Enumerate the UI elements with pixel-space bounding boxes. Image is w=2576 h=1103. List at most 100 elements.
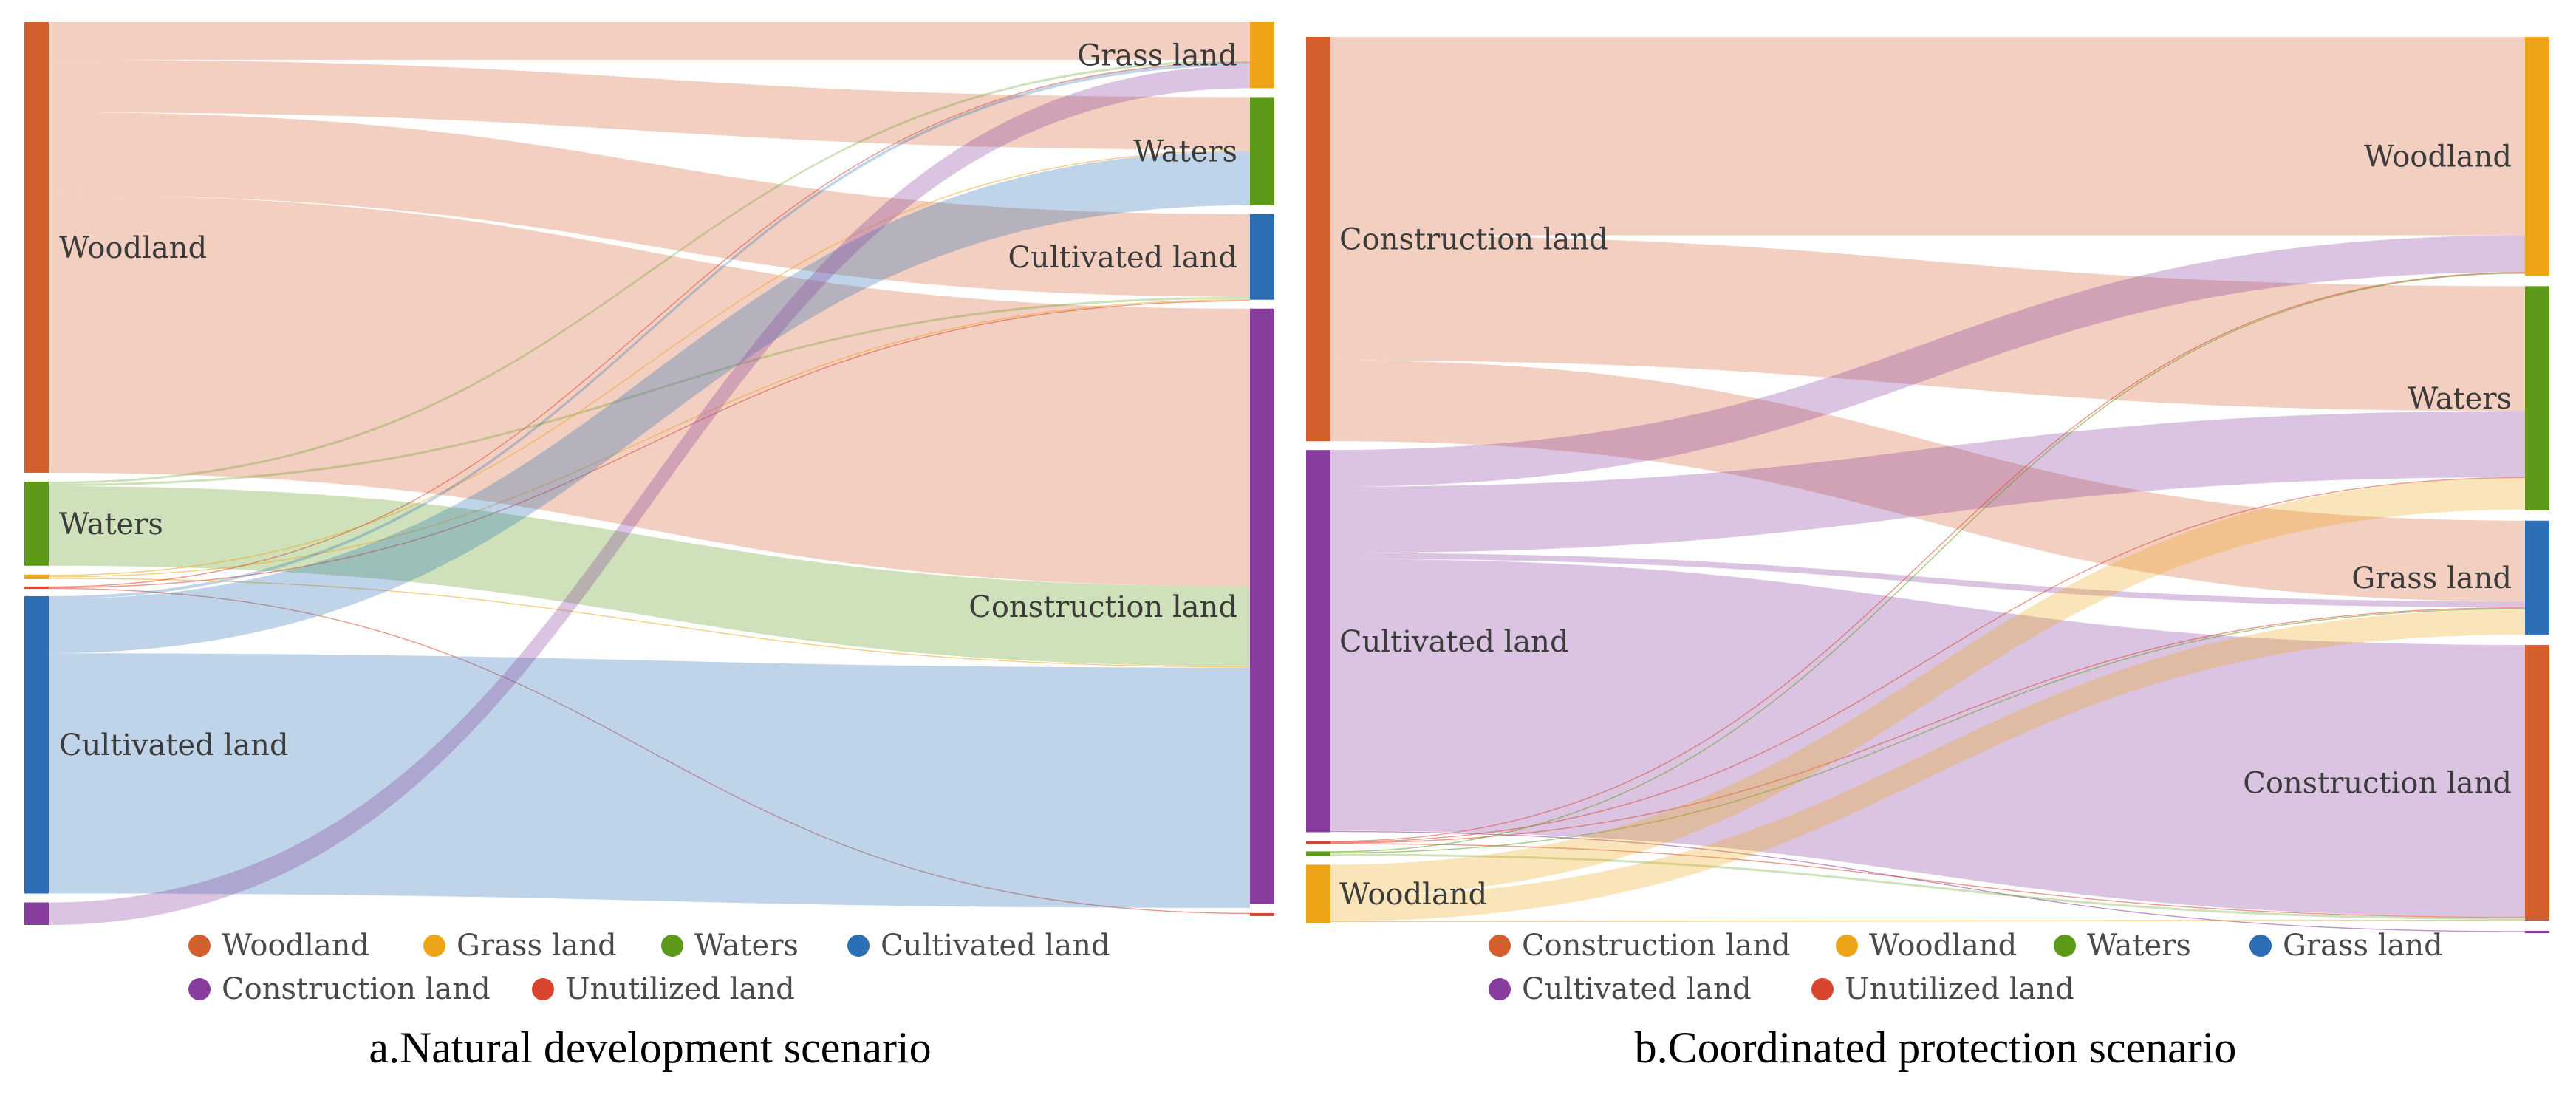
panel-a-legend: Woodland Grass land Waters Cultivated land C…	[188, 929, 1110, 1006]
flow-u-to-w	[1330, 272, 2526, 842]
left-node-label-woodland: Woodland	[1339, 878, 1487, 912]
flow-w-to-c	[49, 112, 1250, 297]
flow-a-to-c	[49, 296, 1250, 487]
left-node-label-waters: Waters	[59, 508, 163, 542]
left-node-a	[24, 481, 49, 566]
legend-label: Construction land	[222, 972, 491, 1006]
right-node-label-grass-land: Grass land	[2351, 561, 2512, 595]
legend-swatch	[1836, 935, 1858, 957]
legend-swatch	[2249, 935, 2272, 957]
right-node-label-construction-land: Construction land	[2243, 766, 2512, 800]
right-node-a	[1250, 97, 1274, 205]
panel-b-nodes	[1306, 37, 2549, 934]
right-node-w	[2525, 37, 2549, 276]
flow-u-to-g	[1330, 607, 2526, 844]
flow-u-to-u	[48, 587, 1251, 915]
legend-label: Woodland	[222, 929, 369, 963]
legend-item-woodland: Woodland	[1836, 929, 2017, 963]
panel-a-node-labels: Woodland Waters Cultivated land Grass land W…	[59, 39, 1237, 762]
flow-k-to-a	[1330, 235, 2525, 412]
right-node-label-cultivated-land: Cultivated land	[1008, 241, 1237, 275]
right-node-label-waters: Waters	[2408, 382, 2512, 416]
left-node-k	[24, 902, 49, 925]
flow-w-to-k	[1330, 919, 2526, 923]
legend-swatch	[423, 935, 445, 957]
legend-label: Waters	[2087, 929, 2191, 963]
left-node-g	[24, 574, 49, 579]
flow-a-to-k	[1330, 853, 2525, 921]
flow-g-to-k	[48, 578, 1251, 668]
right-node-k	[1250, 308, 1274, 904]
left-node-a	[1306, 851, 1330, 856]
left-node-w	[24, 22, 49, 473]
left-node-label-construction-land: Construction land	[1339, 223, 1608, 257]
legend-swatch	[188, 935, 211, 957]
flow-u-to-k	[1330, 843, 2526, 918]
legend-label: Waters	[694, 929, 799, 963]
right-node-c	[1250, 214, 1274, 300]
legend-item-waters: Waters	[2054, 929, 2191, 963]
legend-swatch	[661, 935, 683, 957]
legend-label: Unutilized land	[565, 972, 795, 1006]
panel-a-nodes	[24, 22, 1274, 925]
left-node-p	[1306, 450, 1330, 833]
panel-b-node-labels: Construction land Cultivated land Woodland…	[1339, 140, 2512, 912]
legend-item-cultivated-land: Cultivated land	[1489, 972, 1752, 1006]
legend-swatch	[188, 978, 211, 1000]
legend-item-unutilized-land: Unutilized land	[1811, 972, 2074, 1006]
left-node-c	[24, 595, 49, 894]
right-node-k	[2525, 644, 2549, 921]
legend-label: Cultivated land	[1522, 972, 1752, 1006]
panel-b-caption: b.Coordinated protection scenario	[1635, 1023, 2237, 1072]
flow-k-to-g	[49, 65, 1250, 925]
right-node-label-construction-land: Construction land	[968, 590, 1237, 624]
right-node-a	[2525, 286, 2549, 510]
flow-k-to-g	[1330, 360, 2525, 602]
panel-a-caption: a.Natural development scenario	[369, 1023, 931, 1072]
flow-a-to-g	[49, 59, 1250, 484]
flow-w-to-a	[49, 59, 1250, 150]
legend-swatch	[532, 978, 554, 1000]
legend-swatch	[847, 935, 870, 957]
flow-c-to-a	[49, 151, 1250, 654]
legend-swatch	[1489, 978, 1511, 1000]
legend-label: Construction land	[1522, 929, 1791, 963]
legend-label: Woodland	[1869, 929, 2017, 963]
right-node-label-woodland: Woodland	[2364, 140, 2512, 174]
panel-b-flows	[1330, 37, 2526, 932]
legend-item-unutilized-land: Unutilized land	[532, 972, 795, 1006]
right-node-g	[2525, 520, 2549, 635]
legend-label: Grass land	[457, 929, 617, 963]
flow-w-to-g	[49, 22, 1250, 60]
flow-w-to-a	[1330, 477, 2525, 897]
right-node-label-grass-land: Grass land	[1077, 39, 1237, 73]
flow-u-to-g	[48, 61, 1251, 588]
flow-p-to-w	[1330, 235, 2525, 487]
left-node-k	[1306, 37, 1330, 442]
left-node-label-woodland: Woodland	[59, 231, 207, 265]
right-node-p	[2525, 931, 2549, 934]
flow-u-to-c	[48, 300, 1251, 589]
flow-p-to-g	[1330, 553, 2525, 608]
legend-swatch	[1811, 978, 1834, 1000]
legend-item-construction-land: Construction land	[1489, 929, 1791, 963]
legend-label: Cultivated land	[881, 929, 1110, 963]
flow-c-to-g	[49, 62, 1250, 600]
right-node-g	[1250, 22, 1274, 89]
flow-w-to-g	[1330, 609, 2525, 922]
flow-k-to-w	[1330, 37, 2525, 236]
flow-c-to-k	[49, 653, 1250, 908]
legend-item-grass-land: Grass land	[2249, 929, 2443, 963]
legend-item-grass-land: Grass land	[423, 929, 617, 963]
legend-item-woodland: Woodland	[188, 929, 369, 963]
legend-swatch	[1489, 935, 1511, 957]
panel-b-legend: Construction land Woodland Waters Grass lan…	[1489, 929, 2443, 1006]
flow-p-to-a	[1330, 411, 2525, 553]
flow-w-to-k	[49, 194, 1250, 587]
sankey-panel-coordinated-protection: Construction land Cultivated land Woodland…	[1306, 37, 2549, 1072]
left-node-label-cultivated-land: Cultivated land	[59, 728, 289, 762]
legend-label: Grass land	[2283, 929, 2443, 963]
